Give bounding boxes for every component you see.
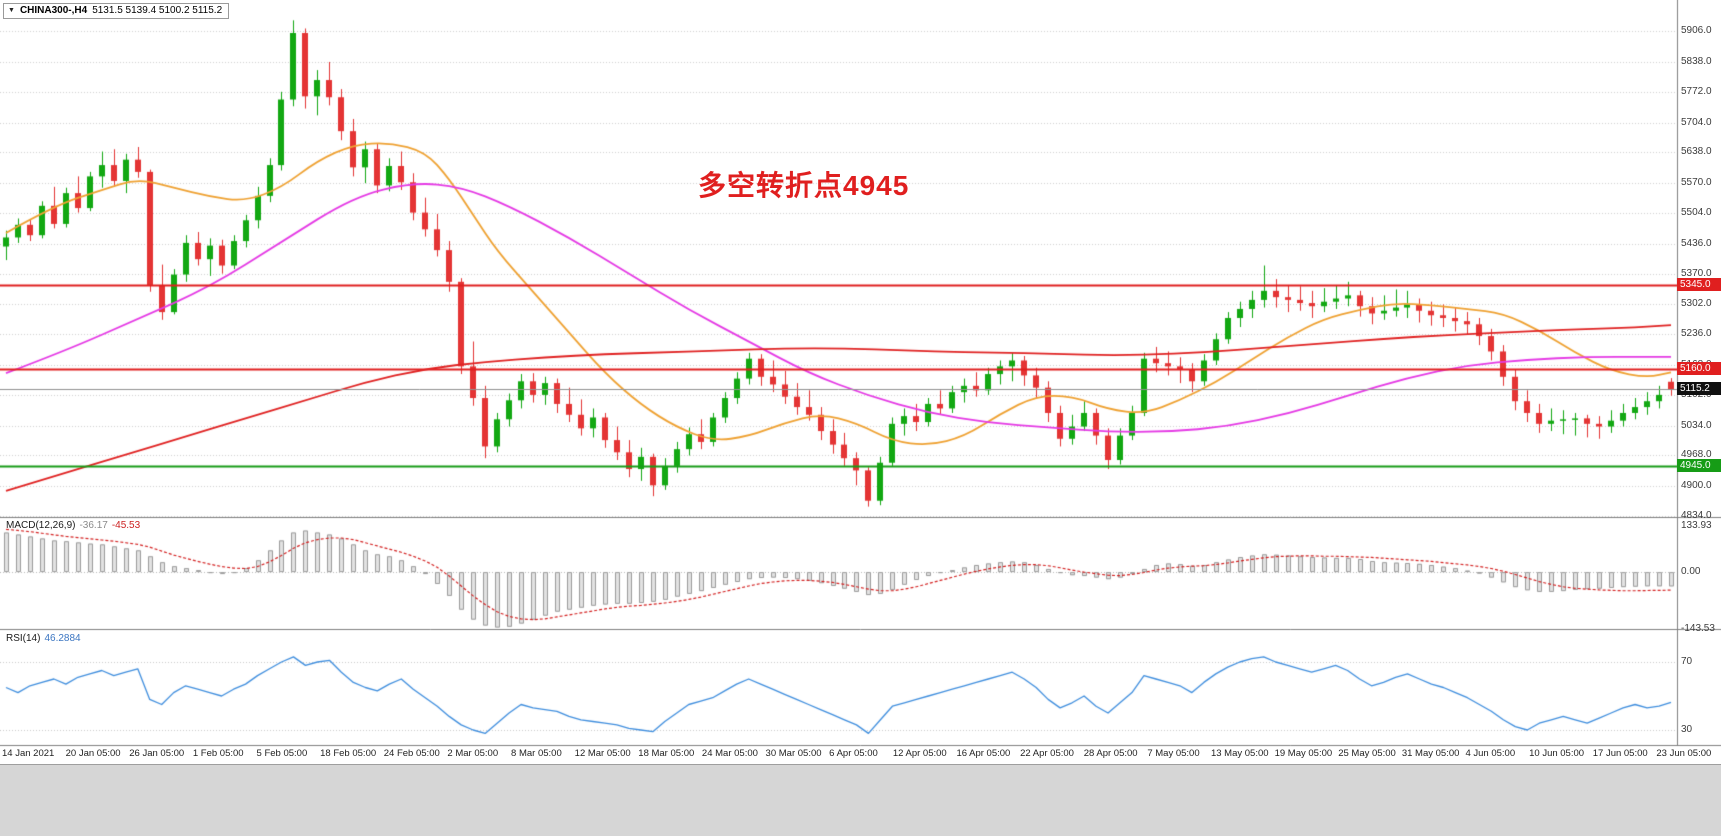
macd-axis-label: 0.00 [1681, 566, 1701, 578]
time-axis-label: 24 Mar 05:00 [701, 748, 758, 759]
time-axis-label: 28 Apr 05:00 [1083, 748, 1138, 759]
time-axis[interactable]: 14 Jan 2021 20 Jan 05:00 26 Jan 05:00 1 Feb… [0, 746, 1721, 764]
rsi-name: RSI(14) [6, 633, 41, 644]
macd-main-value: -36.17 [79, 520, 108, 531]
ohlc-values: 5131.5 5139.4 5100.2 5115.2 [92, 5, 223, 16]
price-tick-label: 4834.0 [1681, 510, 1712, 522]
price-tick-label: 5772.0 [1681, 85, 1712, 97]
price-tick-label: 4900.0 [1681, 480, 1712, 492]
hline-price-tag: 5345.0 [1677, 277, 1721, 291]
time-axis-label: 8 Mar 05:00 [511, 748, 562, 759]
time-axis-label: 22 Apr 05:00 [1020, 748, 1074, 759]
price-tick-label: 5570.0 [1681, 177, 1712, 189]
time-axis-label: 12 Mar 05:00 [574, 748, 631, 759]
window-bottom-strip [0, 764, 1721, 836]
time-axis-label: 2 Mar 05:00 [447, 748, 499, 759]
time-axis-label: 25 May 05:00 [1338, 748, 1396, 759]
price-tick-label: 5704.0 [1681, 116, 1712, 128]
time-axis-label: 10 Jun 05:00 [1529, 748, 1585, 759]
price-tick-label: 5638.0 [1681, 146, 1712, 158]
symbol-period-label: CHINA300-,H4 [19, 5, 88, 16]
time-axis-label: 5 Feb 05:00 [256, 748, 308, 759]
time-axis-label: 24 Feb 05:00 [383, 748, 440, 759]
time-axis-label: 7 May 05:00 [1147, 748, 1200, 759]
time-axis-label: 18 Mar 05:00 [638, 748, 695, 759]
time-axis-label: 18 Feb 05:00 [320, 748, 377, 759]
time-axis-label: 30 Mar 05:00 [765, 748, 822, 759]
price-tick-label: 5504.0 [1681, 207, 1712, 219]
time-axis-label: 14 Jan 2021 [2, 748, 55, 759]
time-axis-label: 4 Jun 05:00 [1465, 748, 1516, 759]
time-axis-label: 17 Jun 05:00 [1592, 748, 1648, 759]
annotation-text[interactable]: 多空转折点4945 [698, 170, 910, 201]
time-axis-label: 1 Feb 05:00 [192, 748, 244, 759]
price-tick-label: 5838.0 [1681, 55, 1712, 67]
time-axis-label: 20 Jan 05:00 [65, 748, 121, 759]
time-axis-label: 6 Apr 05:00 [829, 748, 878, 759]
time-axis-label: 16 Apr 05:00 [956, 748, 1011, 759]
price-chart-canvas[interactable] [0, 0, 1721, 764]
price-axis[interactable]: 5906.0 5838.0 5772.0 5704.0 5638.0 5570.0 5504… [1677, 0, 1721, 746]
time-axis-label: 19 May 05:00 [1274, 748, 1333, 759]
rsi-value: 46.2884 [44, 633, 81, 644]
price-tick-label: 5034.0 [1681, 419, 1712, 431]
price-tick-label: 4968.0 [1681, 449, 1712, 461]
price-tick-label: 5436.0 [1681, 237, 1712, 249]
time-axis-label: 26 Jan 05:00 [129, 748, 185, 759]
rsi-level-label: 70 [1681, 656, 1693, 667]
hline-price-tag: 4945.0 [1677, 458, 1721, 472]
current-price-tag: 5115.2 [1677, 381, 1721, 395]
price-tick-label: 5236.0 [1681, 328, 1712, 340]
rsi-indicator-label: RSI(14) 46.2884 [6, 633, 81, 644]
price-tick-label: 5906.0 [1681, 25, 1712, 37]
rsi-level-label: 30 [1681, 724, 1693, 735]
macd-name: MACD(12,26,9) [6, 520, 76, 531]
macd-signal-value: -45.53 [111, 520, 141, 531]
time-axis-label: 13 May 05:00 [1210, 748, 1269, 759]
time-axis-label: 23 Jun 05:00 [1656, 748, 1712, 759]
macd-axis-label: -143.53 [1681, 623, 1715, 634]
symbol-info: ▼ CHINA300-,H4 5131.5 5139.4 5100.2 5115… [3, 3, 230, 19]
macd-axis-label: 133.93 [1681, 520, 1712, 531]
time-axis-label: 12 Apr 05:00 [892, 748, 947, 759]
chevron-down-icon[interactable]: ▼ [8, 7, 15, 14]
time-axis-label: 31 May 05:00 [1401, 748, 1460, 759]
macd-indicator-label: MACD(12,26,9) -36.17 -45.53 [6, 520, 140, 531]
price-tick-label: 5302.0 [1681, 298, 1712, 310]
price-tick-label: 5370.0 [1681, 267, 1712, 279]
hline-price-tag: 5160.0 [1677, 361, 1721, 375]
